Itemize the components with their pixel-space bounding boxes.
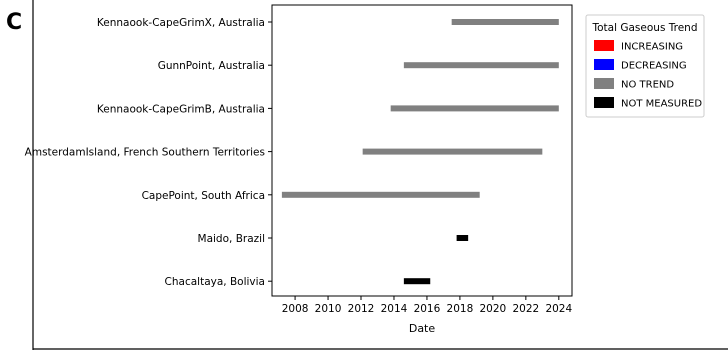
y-tick-label: Kennaook-CapeGrimB, Australia: [97, 103, 265, 115]
legend-label: NOT MEASURED: [621, 99, 702, 110]
panel-label: C: [6, 10, 23, 35]
y-tick-label: Maido, Brazil: [198, 233, 265, 245]
timeline-bar: [403, 62, 559, 69]
timeline-bar: [403, 278, 431, 285]
y-tick-label: AmsterdamIsland, French Southern Territo…: [25, 147, 265, 159]
x-tick-label: 2018: [447, 303, 474, 315]
x-tick-label: 2008: [282, 303, 309, 315]
legend: Total Gaseous Trend INCREASING DECREASING…: [585, 14, 705, 118]
timeline-bar: [451, 19, 559, 25]
y-tick-label: Kennaook-CapeGrimX, Australia: [97, 17, 265, 29]
legend-label: DECREASING: [621, 61, 687, 72]
legend-entries: INCREASING DECREASING NO TREND NOT MEASURED: [594, 40, 702, 110]
x-tick-label: 2010: [315, 303, 342, 315]
legend-swatch: [594, 59, 614, 70]
timeline-bar: [281, 191, 480, 198]
x-tick-label: 2016: [414, 303, 441, 315]
legend-box: [585, 14, 705, 118]
y-tick-label: CapePoint, South Africa: [142, 190, 265, 202]
x-tick-label: 2024: [545, 303, 572, 315]
legend-swatch: [594, 78, 614, 89]
y-tick-label: GunnPoint, Australia: [158, 60, 265, 72]
legend-title: Total Gaseous Trend: [592, 22, 698, 34]
x-tick-label: 2012: [348, 303, 375, 315]
x-axis: 2008 2010 2012 2014 2016 2018 2020 2022 2024: [282, 296, 572, 315]
plot-area: [271, 4, 573, 297]
legend-label: NO TREND: [621, 80, 674, 91]
timeline-bar: [362, 148, 543, 155]
x-tick-label: 2022: [512, 303, 539, 315]
bars: [281, 19, 559, 285]
timeline-bar: [456, 235, 469, 241]
y-axis: Kennaook-CapeGrimX, Australia GunnPoint, …: [25, 17, 272, 288]
x-tick-label: 2020: [480, 303, 507, 315]
y-tick-label: Chacaltaya, Bolivia: [165, 276, 265, 288]
legend-swatch: [594, 97, 614, 108]
x-axis-label: Date: [409, 322, 436, 335]
x-tick-label: 2014: [381, 303, 408, 315]
legend-swatch: [594, 40, 614, 51]
timeline-bar: [390, 105, 559, 112]
legend-label: INCREASING: [621, 42, 683, 53]
